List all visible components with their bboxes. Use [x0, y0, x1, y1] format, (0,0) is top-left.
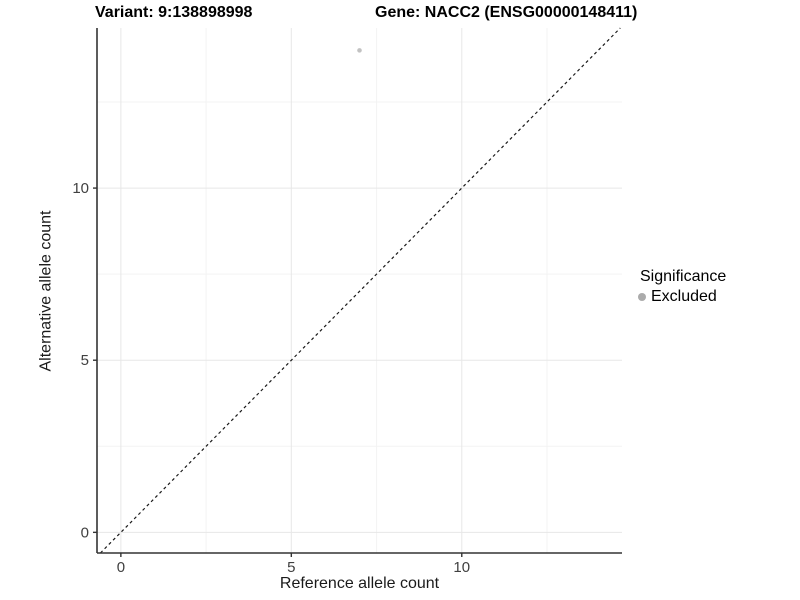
y-tick-label: 0	[81, 524, 89, 541]
x-tick-label: 10	[453, 559, 470, 576]
legend-entry-label: Excluded	[651, 288, 717, 305]
plot-title-variant: Variant: 9:138898998	[95, 4, 253, 21]
data-point	[357, 48, 362, 53]
legend-point-icon	[638, 293, 646, 301]
legend-title: Significance	[640, 268, 727, 285]
x-tick-label: 0	[117, 559, 125, 576]
identity-dashed-line	[99, 27, 621, 554]
legend-entry-excluded: Excluded	[636, 288, 726, 306]
y-tick-label: 10	[72, 180, 89, 197]
x-tick-label: 5	[287, 559, 295, 576]
y-axis-title: Alternative allele count	[37, 210, 55, 372]
x-axis-title: Reference allele count	[279, 575, 440, 592]
legend: Significance Excluded	[636, 268, 726, 306]
plot-title-gene: Gene: NACC2 (ENSG00000148411)	[375, 4, 638, 21]
y-tick-label: 5	[81, 352, 89, 369]
